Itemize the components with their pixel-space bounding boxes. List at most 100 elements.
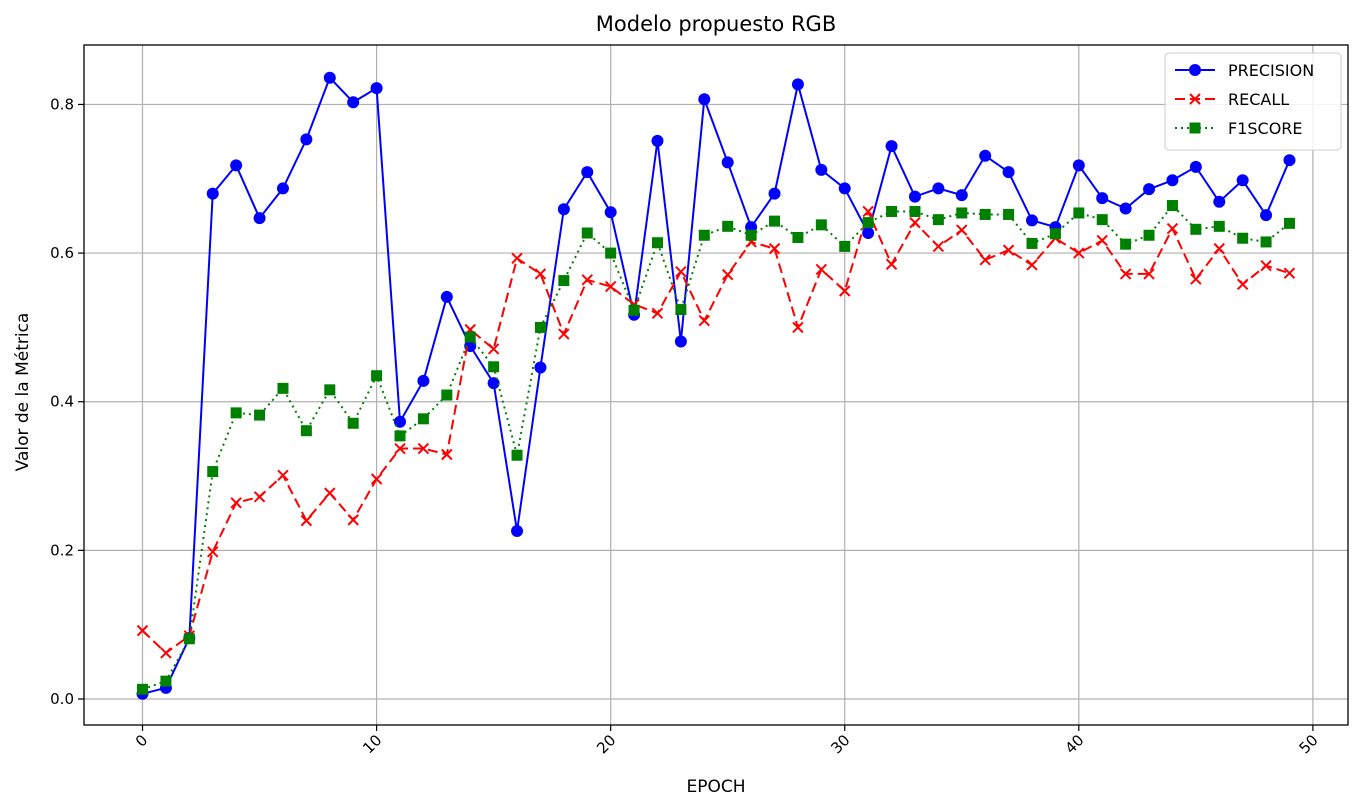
- legend-marker-precision: [1189, 64, 1201, 76]
- point-recall: [300, 514, 313, 527]
- series-line-recall: [141, 210, 1290, 654]
- point-precision: [1283, 154, 1296, 167]
- point-f1score: [1213, 220, 1225, 232]
- point-precision: [1072, 159, 1085, 172]
- point-precision: [768, 187, 781, 200]
- point-recall: [721, 268, 734, 281]
- point-f1score: [183, 633, 195, 645]
- x-tick-label: 30: [827, 731, 853, 757]
- point-recall: [956, 224, 968, 236]
- point-precision: [253, 212, 266, 225]
- point-precision: [511, 525, 524, 538]
- point-f1score: [1026, 237, 1038, 249]
- point-f1score: [441, 389, 453, 401]
- point-f1score: [675, 304, 687, 316]
- point-precision: [276, 182, 289, 195]
- point-recall: [768, 242, 781, 255]
- point-recall: [230, 497, 242, 509]
- point-precision: [721, 156, 734, 169]
- point-f1score: [137, 683, 149, 695]
- point-precision: [557, 203, 570, 216]
- point-recall: [487, 343, 500, 355]
- point-precision: [323, 71, 336, 84]
- point-recall: [932, 240, 945, 253]
- y-axis: 0.0 0.2 0.4 0.6 0.8: [50, 95, 84, 708]
- point-f1score: [160, 675, 172, 687]
- point-precision: [347, 96, 360, 109]
- point-recall: [698, 315, 711, 327]
- point-f1score: [511, 449, 523, 461]
- point-recall: [347, 514, 359, 526]
- point-f1score: [979, 208, 991, 220]
- legend-marker-f1score: [1189, 122, 1201, 134]
- point-f1score: [862, 217, 874, 229]
- x-tick-label: 10: [359, 731, 385, 757]
- point-recall: [815, 263, 828, 276]
- series-line-precision: [142, 76, 1291, 695]
- point-precision: [1143, 183, 1156, 196]
- point-precision: [300, 133, 313, 146]
- point-f1score: [769, 215, 781, 227]
- x-axis: 0 10 20 30 40 50: [132, 725, 1322, 757]
- point-precision: [1002, 166, 1015, 179]
- point-precision: [955, 189, 968, 202]
- point-recall: [1260, 260, 1272, 272]
- point-precision: [698, 93, 711, 106]
- point-f1score: [300, 425, 312, 437]
- point-f1score: [932, 214, 944, 226]
- point-f1score: [464, 331, 476, 343]
- point-recall: [1283, 267, 1296, 279]
- point-precision: [487, 377, 500, 390]
- point-recall: [1073, 247, 1085, 259]
- point-f1score: [909, 205, 921, 217]
- point-recall: [1166, 222, 1179, 235]
- point-recall: [324, 487, 336, 499]
- point-f1score: [581, 227, 593, 239]
- point-f1score: [1143, 229, 1155, 241]
- x-tick-label: 50: [1295, 731, 1321, 757]
- point-recall: [581, 274, 593, 286]
- series-precision: [136, 71, 1296, 700]
- point-f1score: [1283, 217, 1295, 229]
- point-precision: [674, 335, 687, 348]
- point-f1score: [277, 382, 289, 394]
- point-f1score: [792, 231, 804, 243]
- point-precision: [815, 163, 828, 176]
- point-recall: [534, 268, 547, 280]
- point-recall: [1002, 244, 1015, 256]
- point-precision: [908, 190, 921, 203]
- point-recall: [1119, 268, 1132, 280]
- point-precision: [1260, 209, 1273, 222]
- point-recall: [1213, 242, 1225, 255]
- point-precision: [1236, 174, 1249, 187]
- legend-label-recall: RECALL: [1228, 90, 1289, 109]
- point-f1score: [1003, 208, 1015, 220]
- point-precision: [1026, 214, 1038, 227]
- point-precision: [1096, 192, 1109, 205]
- point-recall: [511, 252, 523, 264]
- point-f1score: [324, 384, 336, 396]
- point-f1score: [651, 237, 663, 249]
- point-recall: [1190, 273, 1202, 285]
- point-recall: [441, 448, 453, 461]
- point-f1score: [394, 430, 406, 442]
- point-recall: [160, 647, 172, 659]
- point-precision: [791, 78, 804, 91]
- point-f1score: [417, 413, 429, 425]
- point-f1score: [1073, 207, 1085, 219]
- point-recall: [1026, 259, 1038, 271]
- point-f1score: [207, 466, 219, 478]
- point-recall: [394, 442, 406, 455]
- point-recall: [277, 469, 289, 482]
- legend-label-precision: PRECISION: [1228, 61, 1314, 80]
- point-f1score: [886, 205, 898, 217]
- point-recall: [651, 307, 664, 319]
- point-precision: [862, 227, 875, 240]
- point-precision: [417, 374, 430, 387]
- point-f1score: [1096, 214, 1108, 226]
- point-f1score: [347, 417, 359, 429]
- point-precision: [885, 140, 898, 153]
- legend-box: [1164, 52, 1342, 151]
- point-precision: [206, 187, 219, 200]
